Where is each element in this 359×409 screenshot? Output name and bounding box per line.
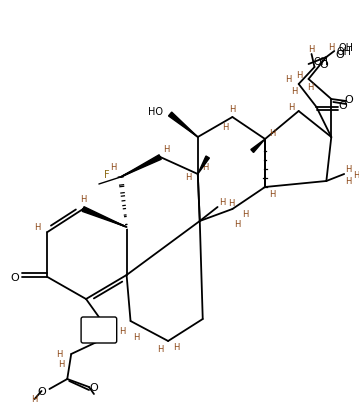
FancyBboxPatch shape: [81, 317, 117, 343]
Text: O: O: [345, 95, 354, 105]
Polygon shape: [198, 157, 209, 175]
Text: OH: OH: [336, 47, 351, 57]
Text: O: O: [336, 50, 345, 60]
Text: H: H: [229, 105, 236, 114]
Text: O: O: [37, 386, 46, 396]
Text: H: H: [307, 83, 314, 92]
Text: H: H: [345, 177, 351, 186]
Text: H: H: [242, 210, 248, 219]
Text: H: H: [292, 87, 298, 96]
Text: H: H: [308, 45, 315, 54]
Polygon shape: [121, 155, 161, 178]
Text: H: H: [234, 220, 241, 229]
Text: H: H: [173, 343, 179, 352]
Text: H: H: [157, 345, 163, 354]
Text: H: H: [269, 128, 275, 137]
Text: H: H: [353, 171, 359, 180]
Text: O: O: [10, 272, 19, 282]
Text: H: H: [32, 395, 38, 404]
Text: OH: OH: [338, 43, 353, 53]
Polygon shape: [168, 113, 198, 138]
Text: H: H: [185, 173, 191, 182]
Text: H: H: [133, 333, 140, 342]
Text: O: O: [90, 382, 98, 392]
Text: H: H: [163, 145, 169, 154]
Text: F: F: [104, 170, 109, 180]
Text: Aos: Aos: [90, 324, 108, 334]
Text: H: H: [222, 123, 229, 132]
Text: H: H: [56, 350, 62, 359]
Text: H: H: [202, 163, 209, 172]
Text: H: H: [345, 165, 351, 174]
Text: H: H: [286, 75, 292, 84]
Polygon shape: [82, 207, 127, 227]
Text: H: H: [219, 198, 226, 207]
Text: H: H: [328, 43, 335, 52]
Text: H: H: [80, 195, 86, 204]
Text: H: H: [120, 327, 126, 336]
Text: H: H: [297, 70, 303, 79]
Text: H: H: [111, 163, 117, 172]
Text: O: O: [339, 101, 348, 111]
Text: H: H: [228, 199, 234, 208]
Text: O: O: [319, 60, 328, 70]
Polygon shape: [251, 139, 265, 153]
Text: H: H: [269, 190, 275, 199]
Text: H: H: [34, 223, 41, 232]
Text: OH: OH: [314, 57, 329, 67]
Text: H: H: [289, 103, 295, 112]
Text: H: H: [58, 360, 65, 369]
Text: HO: HO: [148, 107, 163, 117]
